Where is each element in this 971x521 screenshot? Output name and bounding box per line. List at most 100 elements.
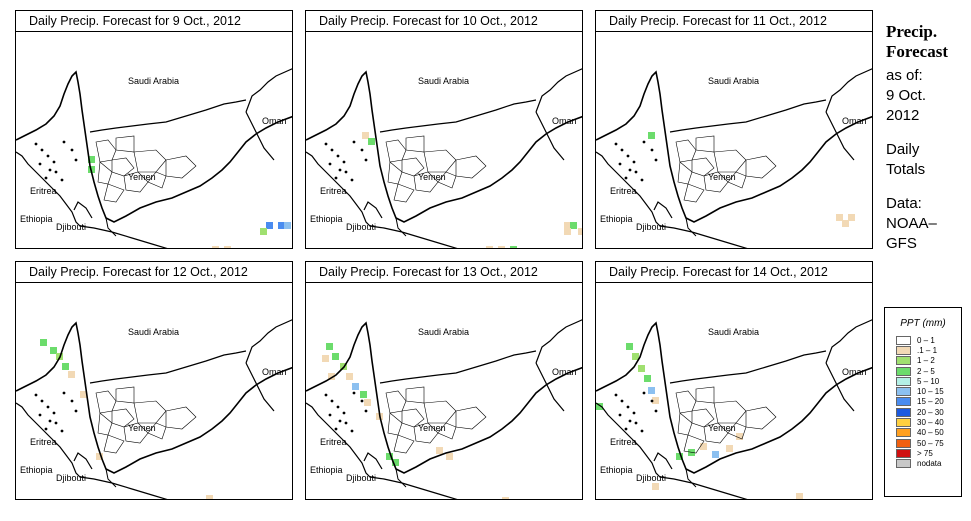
legend-item: 1 – 2 [885,356,961,366]
island [342,411,346,415]
map-label-oman: Oman [262,116,287,126]
governorate-border [103,183,125,203]
island [628,419,632,423]
precip-cell [796,493,803,499]
island [54,421,58,425]
governorate-border [745,155,777,179]
governorate-border [405,135,425,153]
precip-cell [736,433,743,440]
map-label-oman: Oman [842,116,867,126]
oman-border [825,319,872,364]
legend-item: 0 – 1 [885,335,961,345]
precip-cell [364,399,371,406]
legend-swatch [896,448,911,458]
somalia-coastline [395,217,407,237]
legend-swatch [896,387,911,397]
island [650,399,654,403]
legend-label: 5 – 10 [917,376,940,386]
legend-swatch [896,376,911,386]
precip-cell [368,138,375,145]
governorate-border [423,149,457,173]
precip-cell [212,246,219,248]
precip-cell [346,373,353,380]
yemen-border [89,350,247,384]
governorate-border [97,412,113,436]
island [48,168,52,172]
legend-item: 30 – 40 [885,417,961,428]
governorate-border [401,408,425,428]
legend-label: 50 – 75 [917,438,944,448]
side-date-line2: 2012 [886,107,920,124]
island [352,140,356,144]
island [620,148,624,152]
island [618,162,622,166]
precip-cell [446,453,453,460]
island [324,142,328,146]
precip-cell [700,443,707,450]
precip-cell [652,483,659,490]
governorate-border [115,386,135,404]
legend-label: 10 – 15 [917,387,944,397]
island [344,170,348,174]
governorate-border [133,149,167,173]
forecast-panel-6: Daily Precip. Forecast for 14 Oct., 2012… [595,261,873,500]
governorate-border [387,161,403,185]
legend-swatch [896,397,911,407]
legend-swatch [896,335,911,345]
arabia-coastline [16,321,292,474]
island [632,411,636,415]
governorate-border [165,406,197,430]
island [46,154,50,158]
map-label-djibouti: Djibouti [346,222,376,232]
yemen-border [669,99,827,133]
island [38,413,42,417]
island [46,405,50,409]
island [40,399,44,403]
governorate-border [695,135,715,153]
island [328,413,332,417]
precip-cell [332,353,339,360]
oman-border [535,68,582,113]
governorate-border [385,139,407,163]
governorate-border [147,171,167,189]
map-label-saudi: Saudi Arabia [418,327,469,337]
legend-title: PPT (mm) [900,318,946,329]
map-label-oman: Oman [262,367,287,377]
map-label-saudi: Saudi Arabia [128,76,179,86]
island [38,162,42,166]
governorate-border [677,412,693,436]
legend-swatch [896,418,911,428]
precip-cell [486,246,493,248]
island [360,399,364,403]
yemen-border [379,99,537,133]
legend-label: .1 – 1 [917,345,938,355]
africa-coastline [306,151,458,248]
island [624,427,628,431]
island [338,168,342,172]
legend-label: > 75 [917,448,933,458]
panel-title: Daily Precip. Forecast for 14 Oct., 2012 [595,261,873,283]
oman-border [535,362,565,412]
precip-cell [652,397,659,404]
map-svg: Saudi Arabia Oman Yemen Eritrea EthiopiaDjib… [306,319,582,499]
map-label-yemen: Yemen [128,172,156,182]
governorate-border [691,157,715,177]
governorate-border [147,422,167,440]
island [632,160,636,164]
forecast-map: Saudi Arabia Oman Yemen Eritrea Ethiopia Djib… [595,31,873,249]
island [336,405,340,409]
island [626,154,630,158]
arabia-coastline [306,70,582,223]
island [40,148,44,152]
legend-label: 15 – 20 [917,397,944,407]
oman-border [535,319,582,364]
side-title-line1: Precip. [886,22,938,41]
legend-item: 5 – 10 [885,376,961,386]
governorate-border [691,408,715,428]
precip-cell [676,453,683,460]
governorate-border [413,422,439,444]
oman-border [245,68,292,113]
legend-label: 20 – 30 [917,407,944,417]
precip-cell [40,339,47,346]
africa-coastline [596,151,748,248]
